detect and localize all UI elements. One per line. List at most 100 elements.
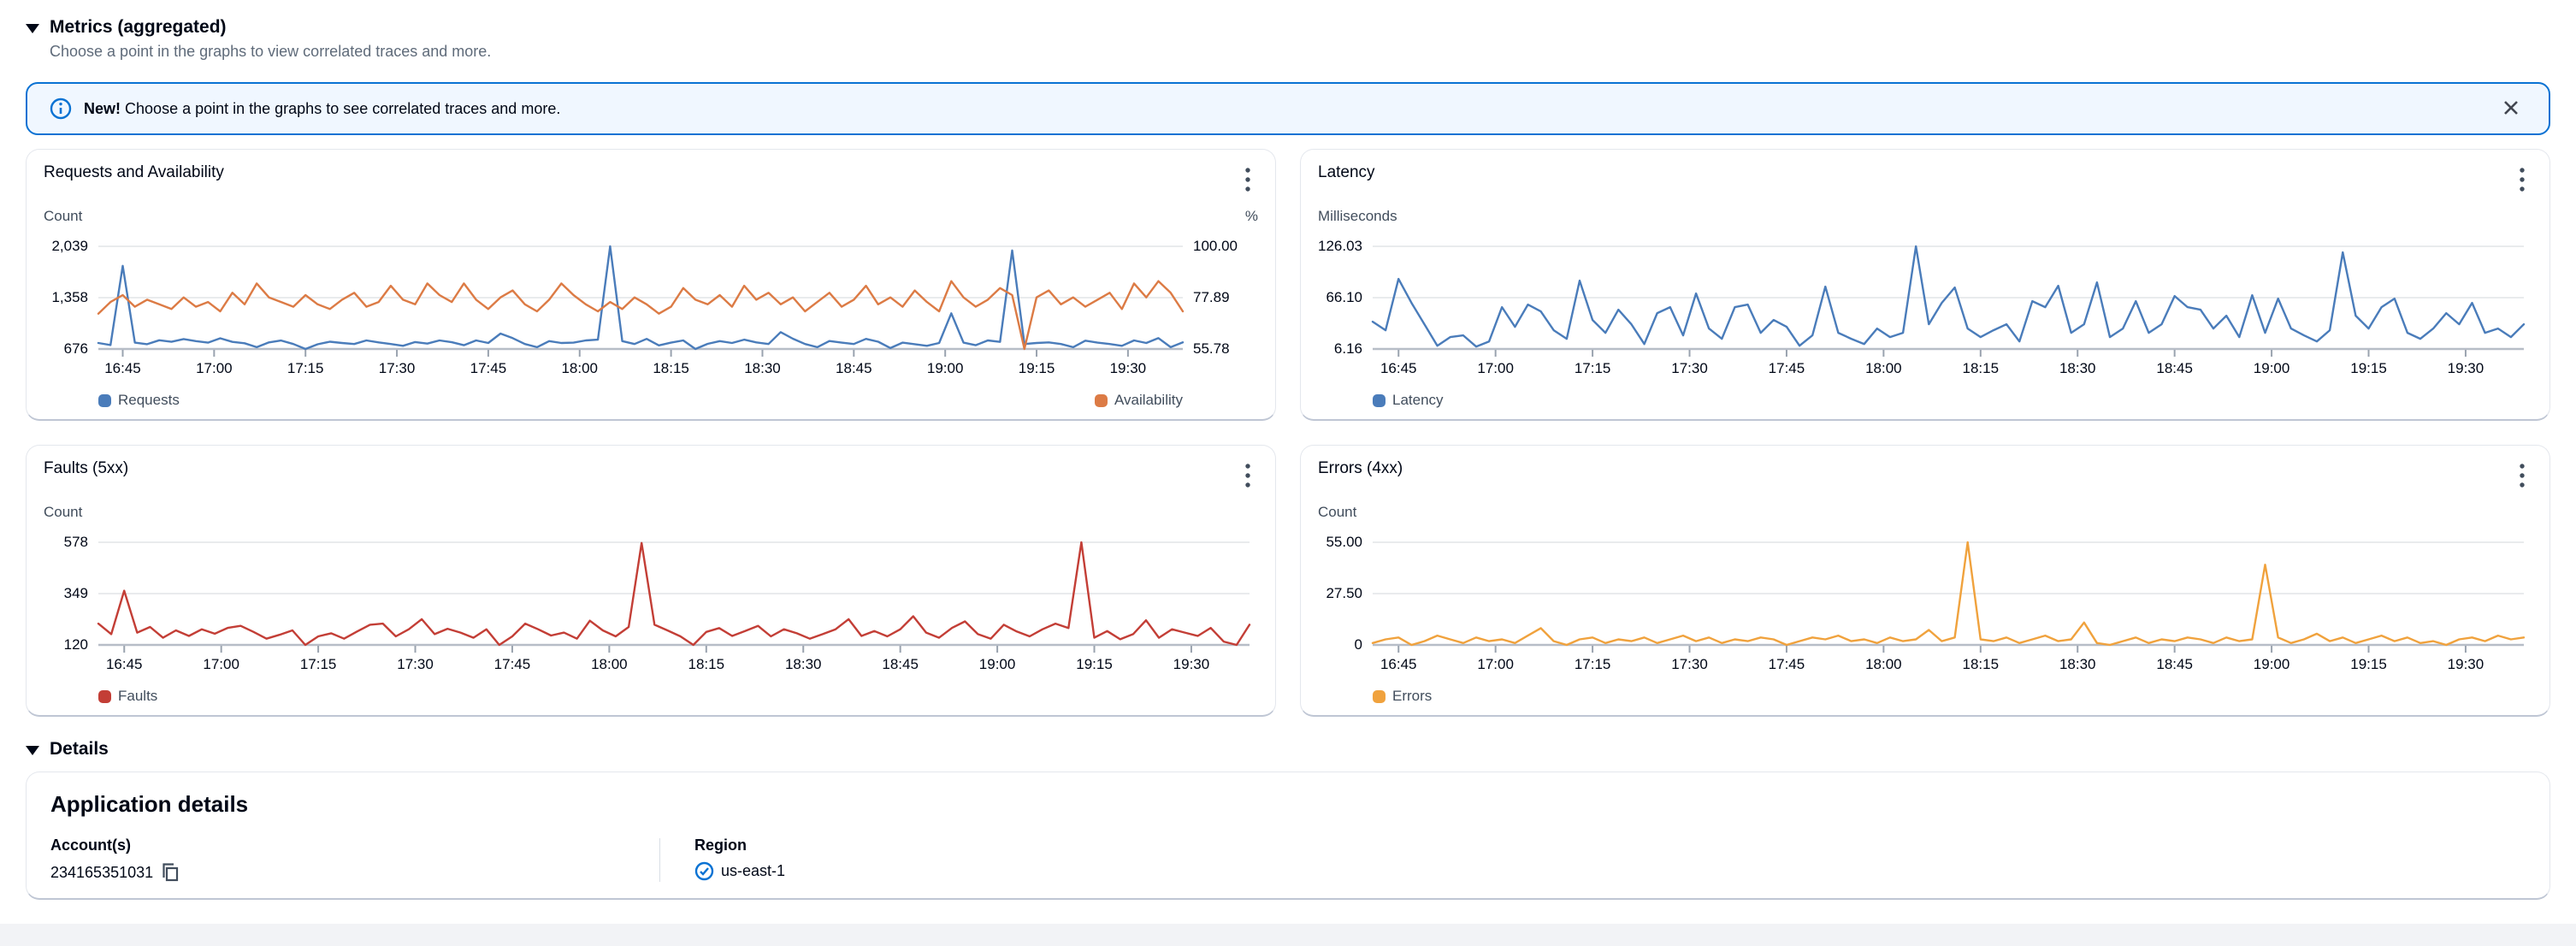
axis-unit-right: % xyxy=(1245,208,1258,225)
chart-canvas-faults[interactable]: Count57834912016:4517:0017:1517:3017:451… xyxy=(44,490,1258,706)
details-section-header[interactable]: Details xyxy=(26,739,2550,760)
chart-canvas-requests-availability[interactable]: Count%2,039100.001,35877.8967655.7816:45… xyxy=(44,194,1258,410)
axis-unit-left: Count xyxy=(1318,504,1356,521)
x-tick-label: 18:00 xyxy=(580,656,638,673)
plot-area[interactable] xyxy=(98,542,1250,653)
banner-body: Choose a point in the graphs to see corr… xyxy=(125,100,560,117)
kebab-menu-button[interactable] xyxy=(1238,459,1258,494)
kebab-menu-button[interactable] xyxy=(1238,163,1258,198)
chart-card-errors: Errors (4xx) Count55.0027.50016:4517:001… xyxy=(1300,445,2550,717)
axis-unit-left: Count xyxy=(44,504,82,521)
legend-label: Availability xyxy=(1114,392,1183,409)
y-tick-label: 349 xyxy=(44,585,88,602)
accounts-field: Account(s) 234165351031 xyxy=(50,837,659,884)
x-tick-label: 16:45 xyxy=(93,360,151,377)
close-icon xyxy=(2501,98,2521,118)
collapse-triangle-icon xyxy=(26,24,39,33)
info-circle-icon xyxy=(50,98,72,120)
chart-card-requests-availability: Requests and Availability Count%2,039100… xyxy=(26,149,1276,421)
accounts-label: Account(s) xyxy=(50,837,659,854)
kebab-menu-icon xyxy=(1243,461,1253,490)
x-tick-label: 17:45 xyxy=(1758,360,1816,377)
y-tick-label-right: 77.89 xyxy=(1193,289,1230,306)
legend-item-requests[interactable]: Requests xyxy=(98,392,180,409)
legend-item-faults[interactable]: Faults xyxy=(98,688,157,705)
kebab-menu-button[interactable] xyxy=(2512,459,2532,494)
plot-area[interactable] xyxy=(98,246,1183,358)
page: Metrics (aggregated) Choose a point in t… xyxy=(0,0,2576,946)
y-tick-label-right: 55.78 xyxy=(1193,340,1230,358)
legend-marker xyxy=(98,690,111,703)
chart-title: Errors (4xx) xyxy=(1318,459,1403,478)
x-tick-label: 17:00 xyxy=(1467,360,1525,377)
region-value: us-east-1 xyxy=(721,862,785,880)
y-tick-label: 578 xyxy=(44,534,88,551)
region-label: Region xyxy=(694,837,785,854)
status-check-icon xyxy=(694,861,714,881)
legend-item-errors[interactable]: Errors xyxy=(1373,688,1432,705)
x-tick-label: 17:30 xyxy=(387,656,445,673)
x-tick-label: 17:15 xyxy=(1563,656,1622,673)
metrics-section-subtitle: Choose a point in the graphs to view cor… xyxy=(50,43,2550,63)
legend-marker xyxy=(1373,394,1385,407)
x-tick-label: 19:00 xyxy=(968,656,1026,673)
axis-unit-left: Count xyxy=(44,208,82,225)
legend-label: Latency xyxy=(1392,392,1444,409)
y-tick-label: 126.03 xyxy=(1318,238,1362,255)
x-tick-label: 18:00 xyxy=(1854,360,1912,377)
x-tick-label: 18:15 xyxy=(1952,656,2010,673)
x-tick-label: 19:15 xyxy=(1007,360,1066,377)
legend-item-availability[interactable]: Availability xyxy=(1095,392,1183,409)
chart-title: Latency xyxy=(1318,163,1375,182)
plot-area[interactable] xyxy=(1373,246,2524,358)
info-banner: New! Choose a point in the graphs to see… xyxy=(26,82,2550,135)
chart-title: Faults (5xx) xyxy=(44,459,128,478)
accounts-value: 234165351031 xyxy=(50,864,153,882)
x-tick-label: 19:00 xyxy=(2242,656,2301,673)
kebab-menu-icon xyxy=(1243,165,1253,194)
x-tick-label: 19:00 xyxy=(2242,360,2301,377)
chart-legend: Faults xyxy=(98,688,1250,705)
details-section-title: Details xyxy=(50,739,109,760)
kebab-menu-icon xyxy=(2517,461,2527,490)
collapse-triangle-icon xyxy=(26,746,39,755)
x-tick-label: 17:45 xyxy=(459,360,517,377)
chart-card-faults: Faults (5xx) Count57834912016:4517:0017:… xyxy=(26,445,1276,717)
y-tick-label: 55.00 xyxy=(1318,534,1362,551)
x-tick-label: 18:30 xyxy=(733,360,791,377)
x-tick-label: 17:15 xyxy=(1563,360,1622,377)
chart-legend: Requests Availability xyxy=(98,392,1183,409)
x-tick-label: 18:45 xyxy=(871,656,930,673)
x-tick-label: 18:00 xyxy=(551,360,609,377)
plot-area[interactable] xyxy=(1373,542,2524,653)
x-tick-label: 18:00 xyxy=(1854,656,1912,673)
chart-canvas-errors[interactable]: Count55.0027.50016:4517:0017:1517:3017:4… xyxy=(1318,490,2532,706)
x-tick-label: 18:15 xyxy=(1952,360,2010,377)
x-tick-label: 18:45 xyxy=(2146,656,2204,673)
x-tick-label: 19:15 xyxy=(1066,656,1124,673)
x-tick-label: 17:15 xyxy=(289,656,347,673)
x-tick-label: 19:30 xyxy=(1099,360,1157,377)
y-tick-label: 2,039 xyxy=(44,238,88,255)
legend-item-latency[interactable]: Latency xyxy=(1373,392,1444,409)
chart-title: Requests and Availability xyxy=(44,163,224,182)
x-tick-label: 18:45 xyxy=(2146,360,2204,377)
region-field: Region us-east-1 xyxy=(660,837,785,884)
x-tick-label: 17:15 xyxy=(276,360,334,377)
metrics-section-title: Metrics (aggregated) xyxy=(50,17,227,38)
banner-close-button[interactable] xyxy=(2496,92,2526,126)
x-tick-label: 19:30 xyxy=(2437,656,2495,673)
x-tick-label: 17:00 xyxy=(1467,656,1525,673)
x-tick-label: 17:45 xyxy=(483,656,541,673)
chart-canvas-latency[interactable]: Milliseconds126.0366.106.1616:4517:0017:… xyxy=(1318,194,2532,410)
copy-button[interactable] xyxy=(160,861,180,884)
metrics-section-header[interactable]: Metrics (aggregated) xyxy=(26,17,2550,38)
y-tick-label: 1,358 xyxy=(44,289,88,306)
x-tick-label: 17:00 xyxy=(192,656,251,673)
application-details-title: Application details xyxy=(50,791,2526,818)
chart-legend: Latency xyxy=(1373,392,2524,409)
x-tick-label: 19:00 xyxy=(916,360,974,377)
kebab-menu-button[interactable] xyxy=(2512,163,2532,198)
x-tick-label: 18:30 xyxy=(2048,656,2106,673)
kebab-menu-icon xyxy=(2517,165,2527,194)
